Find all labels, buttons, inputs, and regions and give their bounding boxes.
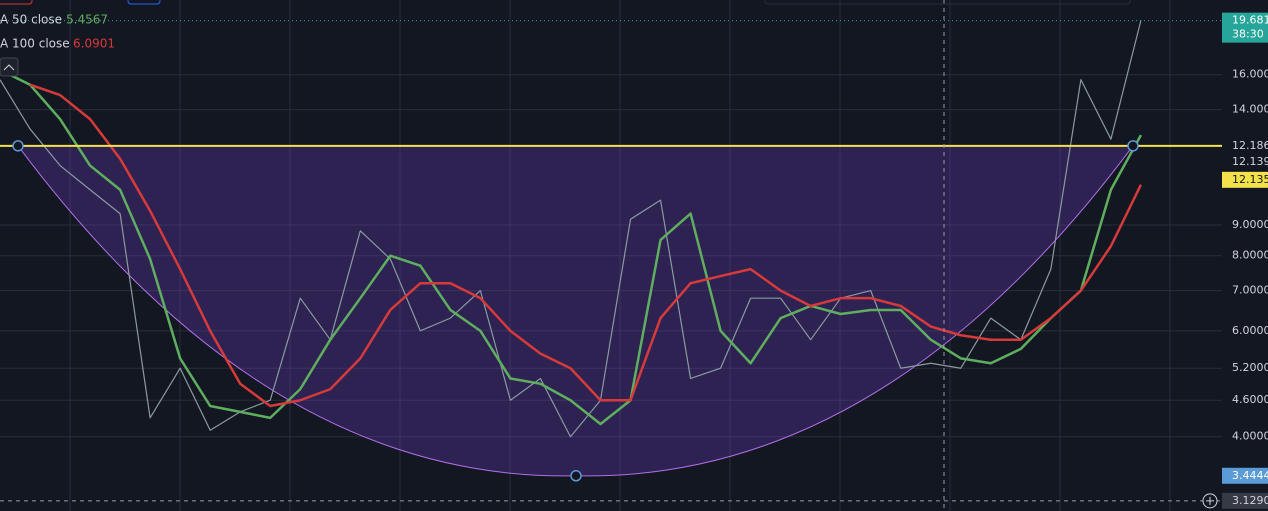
legend-value: 6.0901 xyxy=(73,37,115,51)
last-price-badge xyxy=(1222,12,1268,43)
top-panel xyxy=(764,0,1131,5)
price-axis-labels: 16.0000 14.0000 9.0000 8.0000 7.0000 6.0000 5.… xyxy=(1202,12,1268,509)
top-button[interactable] xyxy=(0,0,33,5)
marker-label: 12.139 xyxy=(1232,155,1268,168)
legend-value: 5.4567 xyxy=(66,13,108,27)
legend-label: A 50 close xyxy=(0,13,62,27)
price-line xyxy=(0,20,1142,438)
add-icon xyxy=(1206,496,1214,505)
last-price-label: 19.681 xyxy=(1232,14,1268,27)
marker-badge xyxy=(1222,171,1268,188)
level-label: 12.186 xyxy=(1232,139,1268,152)
crosshair-label: 3.1290 xyxy=(1232,494,1268,507)
crosshair-badge xyxy=(1222,492,1268,509)
cup-bottom-badge xyxy=(1222,467,1268,484)
collapse-icon xyxy=(3,64,15,71)
level-badge xyxy=(1222,137,1268,154)
y-tick-label: 16.0000 xyxy=(1232,68,1268,81)
anchor-point xyxy=(570,470,582,482)
moving-average-line xyxy=(0,68,1143,426)
cup-bottom-label: 3.4444 xyxy=(1232,469,1268,482)
plot xyxy=(0,20,1222,502)
y-tick-label: 8.0000 xyxy=(1232,249,1268,262)
anchor-point xyxy=(12,140,24,152)
y-tick-label: 6.0000 xyxy=(1232,324,1268,337)
y-tick-label: 7.0000 xyxy=(1232,284,1268,297)
y-tick-label: 4.6000 xyxy=(1232,393,1268,406)
marker-badge xyxy=(1222,153,1268,170)
countdown-label: 38:30 xyxy=(1232,28,1264,41)
marker-label: 12.135 xyxy=(1232,173,1268,186)
y-tick-label: 9.0000 xyxy=(1232,218,1268,231)
anchor-point xyxy=(1127,140,1139,152)
price-axis xyxy=(1222,0,1268,511)
y-tick-label: 5.2000 xyxy=(1232,361,1268,374)
collapse-button[interactable] xyxy=(0,57,19,77)
legend-label: A 100 close xyxy=(0,37,70,51)
top-button[interactable] xyxy=(127,0,161,5)
moving-average-line xyxy=(29,83,1143,408)
y-tick-label: 4.0000 xyxy=(1232,430,1268,443)
y-tick-label: 14.0000 xyxy=(1232,103,1268,116)
